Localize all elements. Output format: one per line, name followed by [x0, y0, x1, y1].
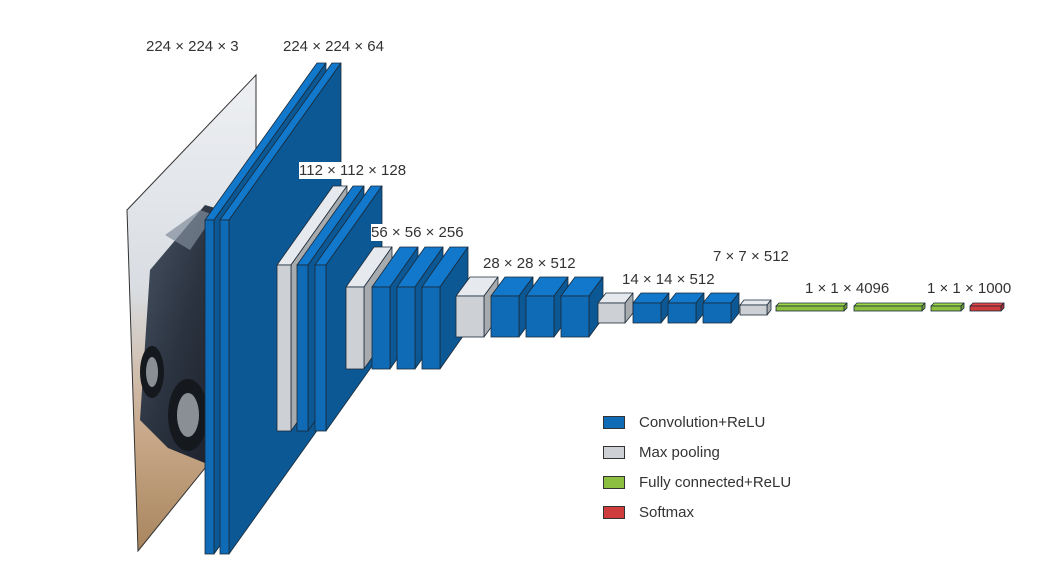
legend-label-conv: Convolution+ReLU — [639, 413, 766, 431]
legend-label-fc: Fully connected+ReLU — [639, 473, 792, 491]
legend-label-softmax: Softmax — [639, 503, 695, 521]
fc-size-label: 1 × 1 × 4096 — [805, 280, 890, 297]
fc7-layer — [853, 302, 926, 312]
softmax-layer — [969, 302, 1005, 312]
legend-item-conv: Convolution+ReLU — [603, 412, 765, 432]
legend-label-pool: Max pooling — [639, 443, 720, 461]
conv5-2-layer — [667, 292, 705, 324]
input-size-label: 224 × 224 × 3 — [146, 38, 239, 55]
legend-item-softmax: Softmax — [603, 502, 694, 522]
output-size-label: 1 × 1 × 1000 — [927, 280, 1012, 297]
fc8-layer — [930, 302, 965, 312]
legend-item-pool: Max pooling — [603, 442, 720, 462]
pool5-size-label: 7 × 7 × 512 — [713, 248, 789, 265]
legend-swatch-pool — [603, 445, 625, 459]
block5-size-label: 14 × 14 × 512 — [622, 271, 715, 288]
legend-item-fc: Fully connected+ReLU — [603, 472, 791, 492]
pool5-layer — [739, 299, 772, 316]
block1-size-label: 224 × 224 × 64 — [283, 38, 384, 55]
conv5-1-layer — [632, 292, 670, 324]
block3-size-label: 56 × 56 × 256 — [371, 224, 464, 241]
conv3-3-layer — [421, 246, 469, 370]
legend-swatch-fc — [603, 475, 625, 489]
legend-swatch-softmax — [603, 505, 625, 519]
block4-size-label: 28 × 28 × 512 — [483, 255, 576, 272]
legend-swatch-conv — [603, 415, 625, 429]
block2-size-label: 112 × 112 × 128 — [299, 162, 407, 179]
fc6-layer — [775, 302, 848, 312]
pool4-layer — [597, 292, 634, 324]
conv5-3-layer — [702, 292, 740, 324]
